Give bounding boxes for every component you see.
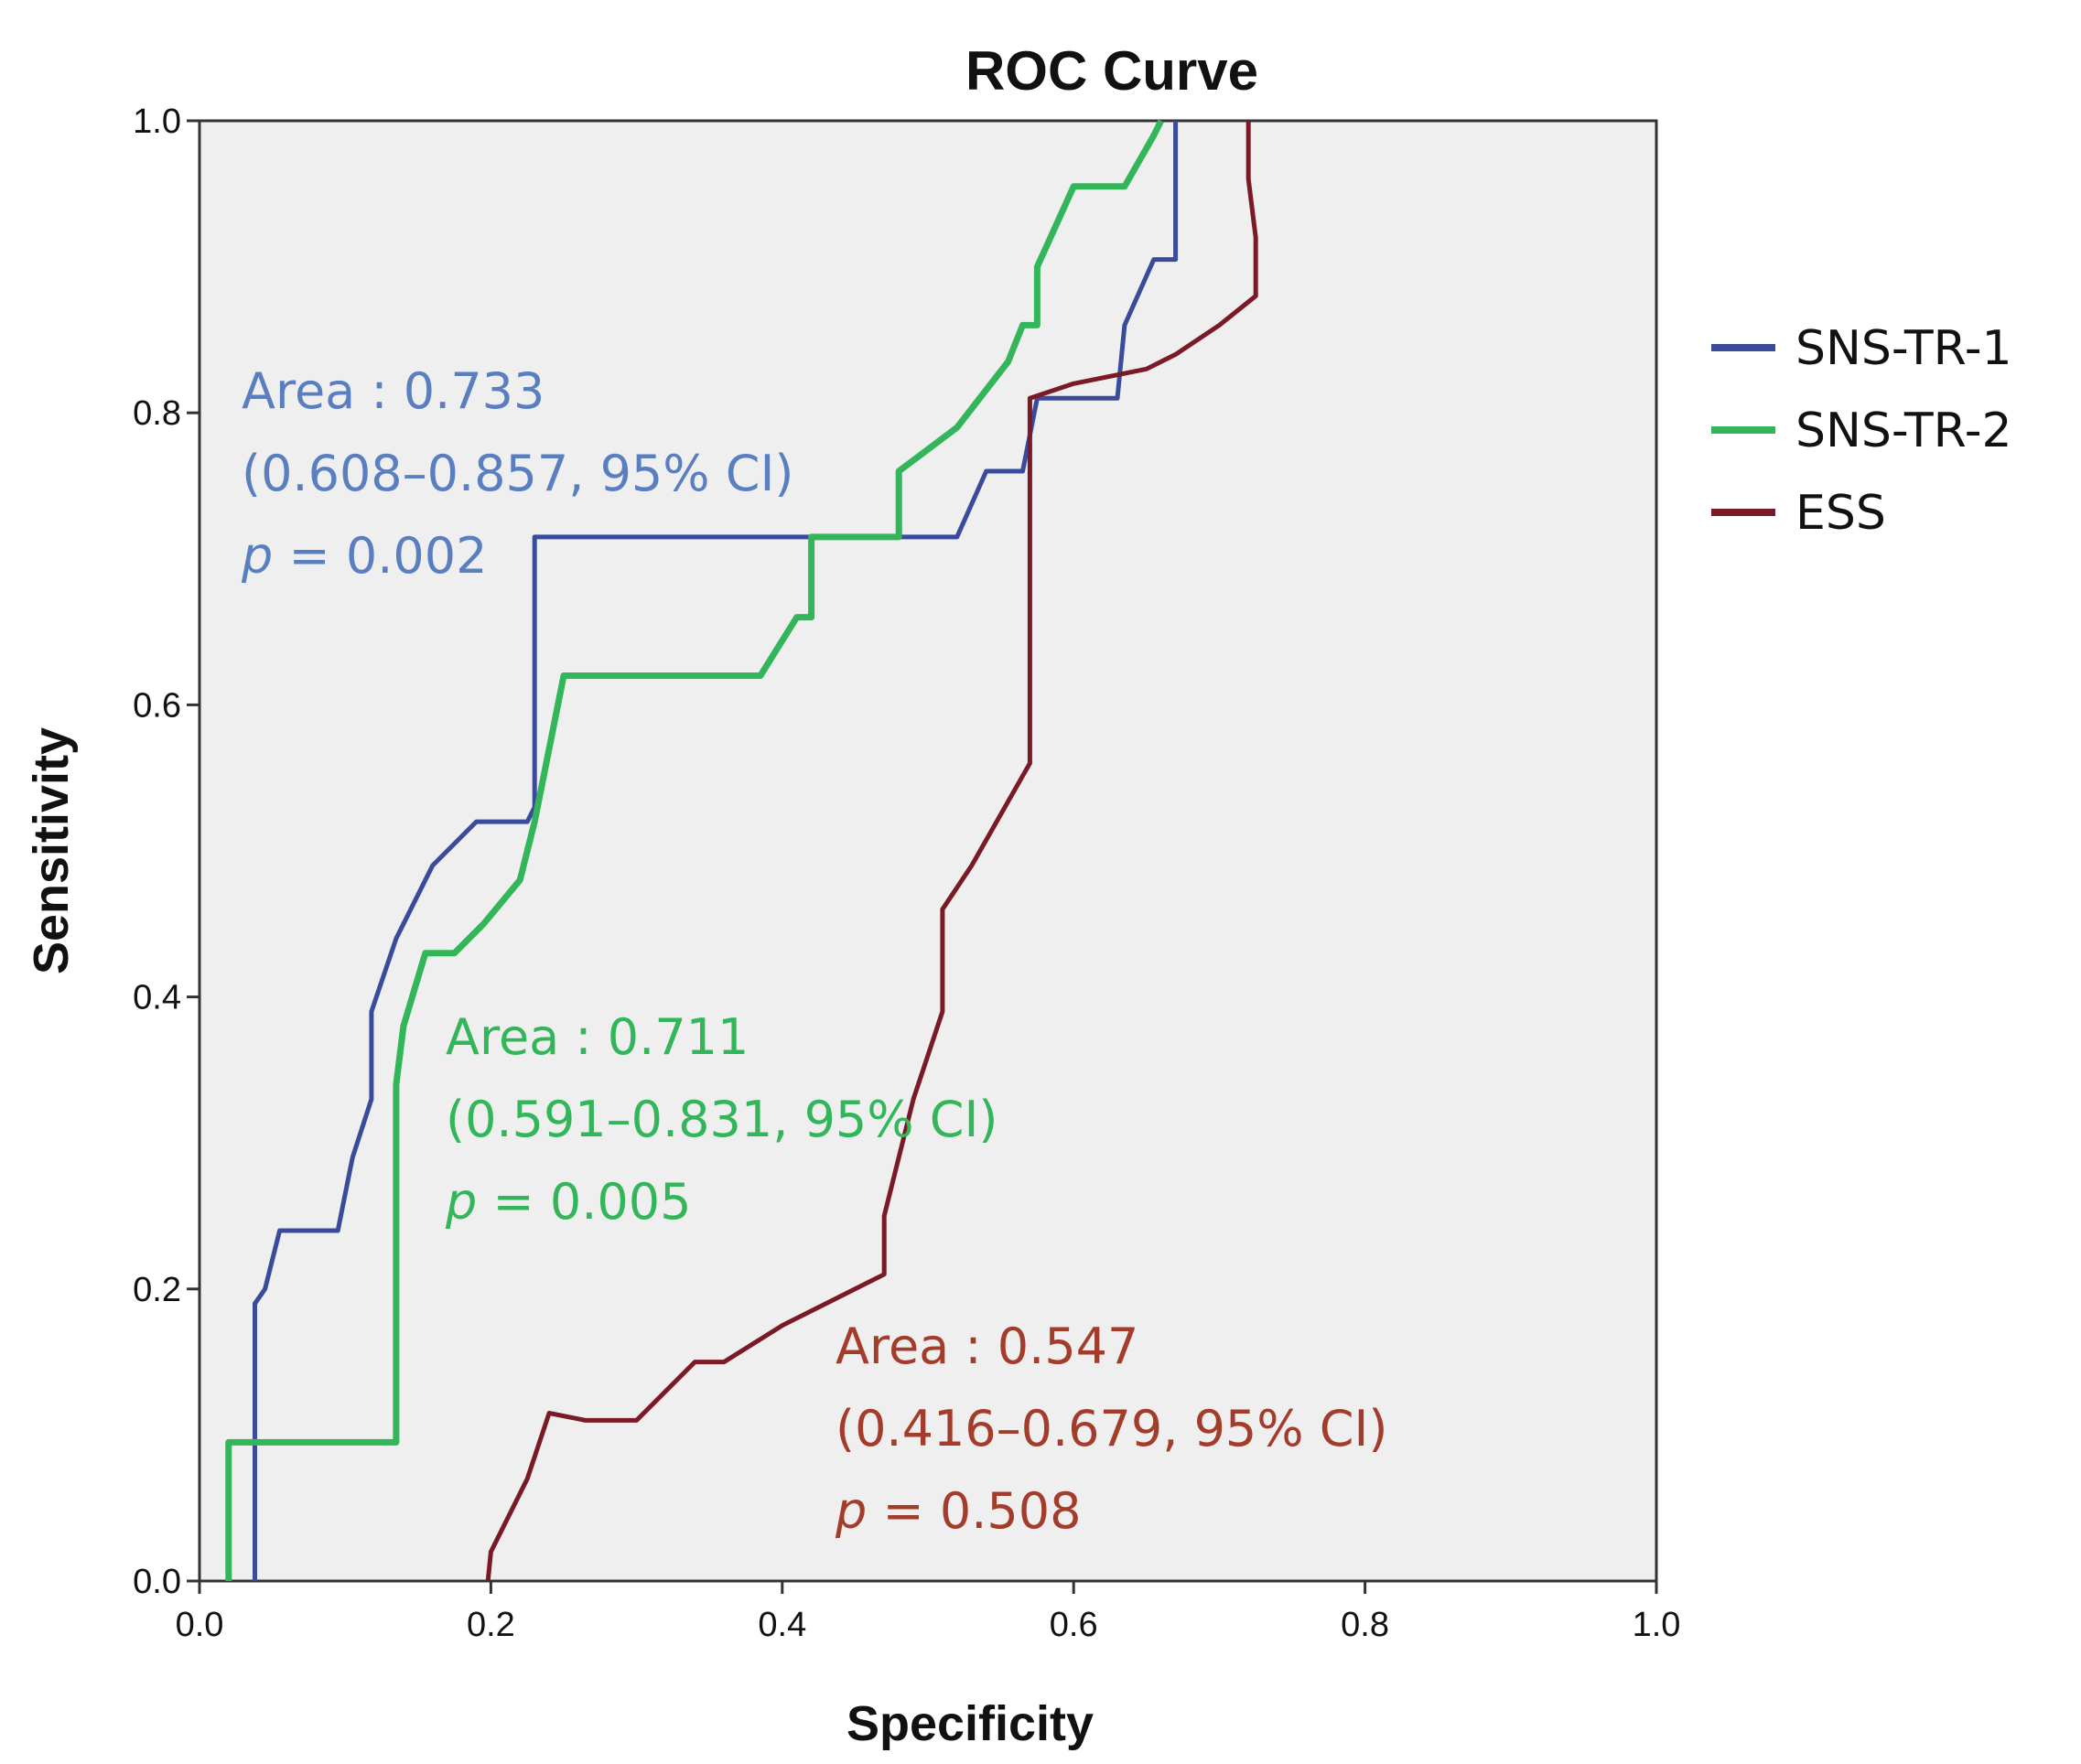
annotation-p-value: p = 0.508 <box>835 1482 1081 1540</box>
legend-label-sns-tr-1: SNS-TR-1 <box>1795 321 2012 376</box>
x-tick-label: 0.2 <box>467 1606 515 1644</box>
y-tick-label: 0.4 <box>133 979 181 1017</box>
annotation-ci: (0.591–0.831, 95% CI) <box>446 1091 997 1148</box>
x-tick-label: 0.6 <box>1050 1606 1098 1644</box>
annotations: Area : 0.733 (0.608–0.857, 95% CI) p = 0.0… <box>241 362 1387 1540</box>
annotation-p-value: p = 0.005 <box>445 1173 691 1231</box>
x-tick-label: 0.8 <box>1341 1606 1389 1644</box>
annotation-ci: (0.608–0.857, 95% CI) <box>242 445 793 502</box>
legend-label-ess: ESS <box>1795 486 1886 541</box>
y-tick-label: 0.8 <box>133 394 181 433</box>
series-line-ess <box>485 121 1258 1582</box>
plot-area <box>198 119 1658 1583</box>
x-tick-label: 1.0 <box>1633 1606 1681 1644</box>
annotation-area: Area : 0.711 <box>446 1008 749 1066</box>
annotation-ci: (0.416–0.679, 95% CI) <box>836 1400 1387 1457</box>
x-axis: 0.0 0.2 0.4 0.6 0.8 1.0 <box>176 1581 1681 1644</box>
y-tick-label: 0.0 <box>133 1563 181 1601</box>
annotation-area: Area : 0.547 <box>836 1318 1138 1375</box>
y-axis: 0.0 0.2 0.4 0.6 0.8 1.0 <box>133 102 199 1601</box>
legend-label-sns-tr-2: SNS-TR-2 <box>1795 403 2012 458</box>
x-tick-label: 0.0 <box>176 1606 224 1644</box>
series-lines <box>225 119 1258 1582</box>
legend: SNS-TR-1 SNS-TR-2 ESS <box>1711 321 2012 541</box>
x-tick-label: 0.4 <box>758 1606 806 1644</box>
y-axis-label: Sensitivity <box>24 727 79 974</box>
y-tick-label: 0.2 <box>133 1271 181 1309</box>
series-line-sns-tr-2 <box>225 119 1164 1581</box>
x-axis-label: Specificity <box>846 1696 1094 1751</box>
y-tick-label: 0.6 <box>133 686 181 725</box>
chart-title: ROC Curve <box>965 40 1258 102</box>
annotation-p-value: p = 0.002 <box>241 527 487 585</box>
series-line-sns-tr-1 <box>253 121 1179 1581</box>
annotation-area: Area : 0.733 <box>242 362 545 420</box>
y-tick-label: 1.0 <box>133 102 181 141</box>
